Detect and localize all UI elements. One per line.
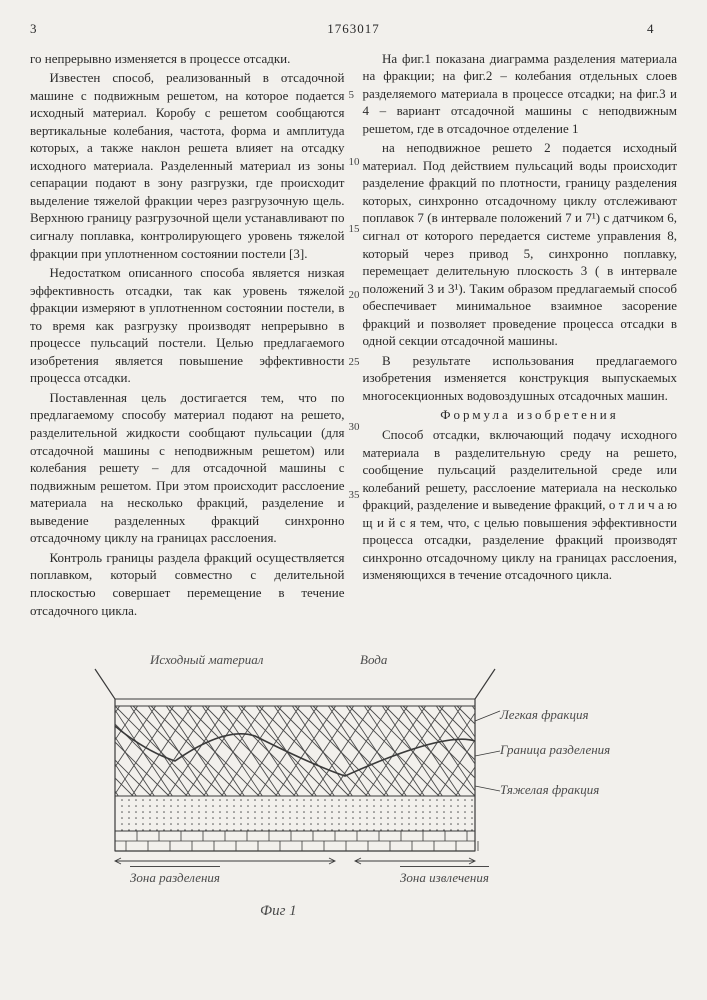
fig-label-zone-ext: Зона извлечения [400,866,489,887]
fig-label-water: Вода [360,651,387,669]
line-number: 20 [349,288,360,303]
para: Известен способ, реализованный в отсадоч… [30,69,345,262]
para: Способ отсадки, включающий подачу исходн… [363,426,678,584]
fig-label-boundary: Граница разделения [500,741,610,759]
formula-title: Формула изобретения [363,406,678,424]
fig-label-heavy: Тяжелая фракция [500,781,599,799]
right-column: 5101520253035 На фиг.1 показана диаграмм… [363,50,678,622]
patent-number: 1763017 [327,20,380,38]
line-number: 10 [349,155,360,170]
line-number: 35 [349,488,360,503]
para: Поставленная цель достигается тем, что п… [30,389,345,547]
figure-svg [30,651,670,891]
line-number: 5 [349,88,355,103]
para: Недостатком описанного способа является … [30,264,345,387]
para: го непрерывно изменяется в процессе отса… [30,50,345,68]
para: Контроль границы раздела фракций осущест… [30,549,345,619]
line-number: 30 [349,420,360,435]
fig-caption: Фиг 1 [260,901,297,921]
fig-label-source: Исходный материал [150,651,263,669]
para: В результате использования предлагаемого… [363,352,678,405]
page-left: 3 [30,20,60,38]
fig-label-zone-sep: Зона разделения [130,866,220,887]
para: на неподвижное решето 2 подается исходны… [363,139,678,350]
figure-1: Исходный материал Вода Легкая фракция Гр… [30,651,670,931]
line-number: 15 [349,222,360,237]
line-number: 25 [349,355,360,370]
page-right: 4 [647,20,677,38]
left-column: го непрерывно изменяется в процессе отса… [30,50,345,622]
para: На фиг.1 показана диаграмма разделения м… [363,50,678,138]
fig-label-light: Легкая фракция [500,706,589,724]
